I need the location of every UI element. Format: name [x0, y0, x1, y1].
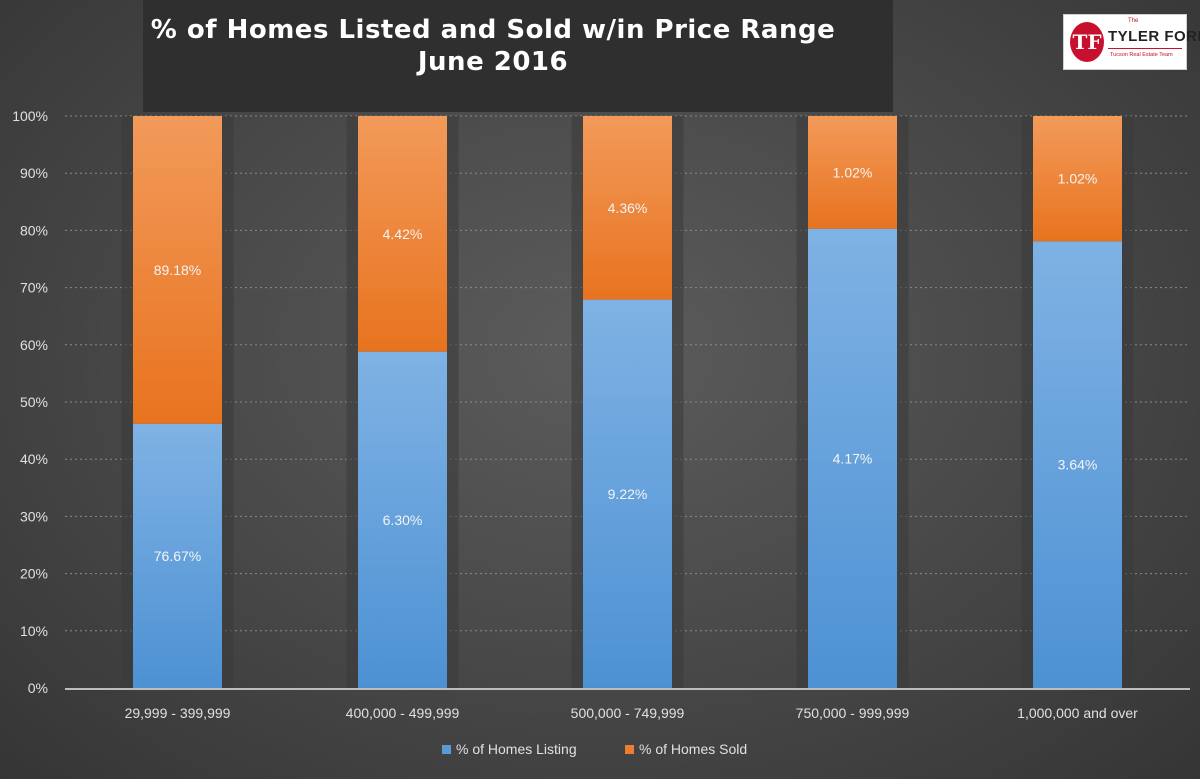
logo-the: The: [1128, 18, 1139, 24]
bar-sold: [133, 116, 222, 424]
y-tick-label: 30%: [20, 508, 48, 524]
logo-mark: TF: [1070, 22, 1104, 62]
data-label: 1.02%: [1058, 171, 1098, 187]
logo-subtitle: Tucson Real Estate Team: [1110, 52, 1173, 58]
data-label: 4.36%: [608, 200, 648, 216]
y-tick-label: 100%: [12, 108, 48, 124]
brand-logo: TF The TYLER FORD Tucson Real Estate Tea…: [1063, 14, 1200, 70]
bar-listing: [1033, 241, 1122, 688]
bar-sold: [1033, 116, 1122, 242]
legend-swatch: [625, 745, 634, 754]
legend-label: % of Homes Sold: [639, 741, 747, 757]
data-label: 89.18%: [154, 262, 201, 278]
title-panel: [143, 0, 893, 112]
data-label: 3.64%: [1058, 457, 1098, 473]
x-tick-label: 400,000 - 499,999: [346, 705, 460, 721]
y-tick-label: 50%: [20, 394, 48, 410]
y-tick-label: 0%: [28, 680, 48, 696]
chart-title: % of Homes Listed and Sold w/in Price Ra…: [143, 14, 843, 78]
y-tick-label: 90%: [20, 165, 48, 181]
data-label: 6.30%: [383, 512, 423, 528]
data-label: 4.17%: [833, 450, 873, 466]
bar-listing: [133, 423, 222, 688]
bar-listing: [358, 351, 447, 688]
x-tick-label: 1,000,000 and over: [1017, 705, 1138, 721]
legend-label: % of Homes Listing: [456, 741, 577, 757]
data-label: 9.22%: [608, 486, 648, 502]
data-label: 76.67%: [154, 548, 201, 564]
bar-sold: [583, 116, 672, 300]
y-tick-label: 80%: [20, 222, 48, 238]
data-label: 4.42%: [383, 226, 423, 242]
y-tick-label: 10%: [20, 623, 48, 639]
chart-title-line: % of Homes Listed and Sold w/in Price Ra…: [150, 15, 836, 45]
logo-name: TYLER FORD: [1108, 28, 1200, 45]
data-label: 1.02%: [833, 164, 873, 180]
legend-swatch: [442, 745, 451, 754]
bar-listing: [808, 228, 897, 688]
bar-listing: [583, 299, 672, 688]
x-tick-label: 750,000 - 999,999: [796, 705, 910, 721]
bar-sold: [358, 116, 447, 352]
y-tick-label: 20%: [20, 566, 48, 582]
logo-rule: [1108, 48, 1182, 49]
bar-sold: [808, 116, 897, 229]
x-tick-label: 500,000 - 749,999: [571, 705, 685, 721]
y-tick-label: 40%: [20, 451, 48, 467]
x-tick-label: 29,999 - 399,999: [125, 705, 231, 721]
y-tick-label: 70%: [20, 280, 48, 296]
y-tick-label: 60%: [20, 337, 48, 353]
chart-subtitle: June 2016: [417, 47, 569, 77]
